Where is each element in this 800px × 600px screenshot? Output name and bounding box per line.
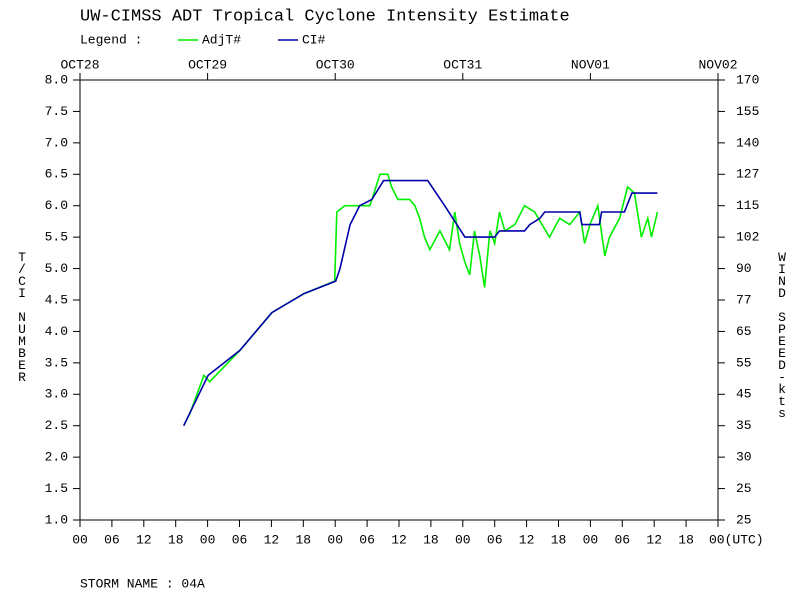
y2-tick-label: 65 [736,324,752,339]
y2-tick-label: 115 [736,198,759,213]
legend-label: Legend : [80,32,142,47]
series-line [182,179,658,427]
y2-tick-label: 170 [736,72,759,87]
footer: STORM NAME : 04A [80,576,205,591]
x-tick-label: 00 [583,532,599,547]
y2-tick-label: 25 [736,512,752,527]
y-tick-label: 5.0 [45,261,68,276]
series-line [182,173,659,427]
chart-title: UW-CIMSS ADT Tropical Cyclone Intensity … [80,7,570,26]
x-tick-label: 18 [551,532,567,547]
x-tick-label: 12 [391,532,407,547]
x-tick-label: 18 [423,532,439,547]
y-tick-label: 3.5 [45,355,68,370]
date-tick-label: OCT29 [188,57,227,72]
y-tick-label: 6.0 [45,198,68,213]
y-tick-label: 1.5 [45,481,68,496]
y2-tick-label: 55 [736,355,752,370]
y-tick-label: 1.0 [45,512,68,527]
x-tick-label: 06 [104,532,120,547]
y-axis-label: T/CI NUMBER [15,250,30,382]
date-tick-label: OCT30 [316,57,355,72]
y-tick-label: 4.5 [45,292,68,307]
x-tick-label: 12 [519,532,535,547]
x-tick-label: 18 [295,532,311,547]
legend-entry: AdjT# [202,32,241,47]
y2-axis-label: WIND SPEED-kts [775,250,790,418]
y-tick-label: 7.0 [45,135,68,150]
x-tick-label: 18 [168,532,184,547]
y2-tick-label: 35 [736,418,752,433]
date-tick-label: NOV01 [571,57,610,72]
y2-tick-label: 102 [736,230,759,245]
y2-tick-label: 25 [736,481,752,496]
x-tick-label: 12 [264,532,280,547]
y2-tick-label: 90 [736,261,752,276]
y2-tick-label: 45 [736,387,752,402]
x-tick-label: 00 [327,532,343,547]
y-tick-label: 3.0 [45,387,68,402]
y-tick-label: 4.0 [45,324,68,339]
x-tick-label: 06 [359,532,375,547]
y-tick-label: 6.5 [45,167,68,182]
x-tick-label: 00(UTC) [709,532,764,547]
date-tick-label: OCT31 [443,57,482,72]
y-tick-label: 7.5 [45,104,68,119]
x-tick-label: 00 [200,532,216,547]
legend-entry: CI# [302,32,326,47]
x-tick-label: 06 [487,532,503,547]
x-tick-label: 00 [72,532,88,547]
x-tick-label: 12 [646,532,662,547]
y2-tick-label: 77 [736,292,752,307]
y-tick-label: 5.5 [45,230,68,245]
x-tick-label: 00 [455,532,471,547]
date-tick-label: OCT28 [60,57,99,72]
date-tick-label: NOV02 [698,57,737,72]
x-tick-label: 06 [232,532,248,547]
y2-tick-label: 155 [736,104,759,119]
y2-tick-label: 30 [736,450,752,465]
plot-frame [79,79,719,521]
y-tick-label: 2.0 [45,450,68,465]
y-tick-label: 8.0 [45,72,68,87]
x-tick-label: 12 [136,532,152,547]
x-tick-label: 18 [678,532,694,547]
x-tick-label: 06 [614,532,630,547]
y2-tick-label: 140 [736,135,759,150]
y2-tick-label: 127 [736,167,759,182]
y-tick-label: 2.5 [45,418,68,433]
